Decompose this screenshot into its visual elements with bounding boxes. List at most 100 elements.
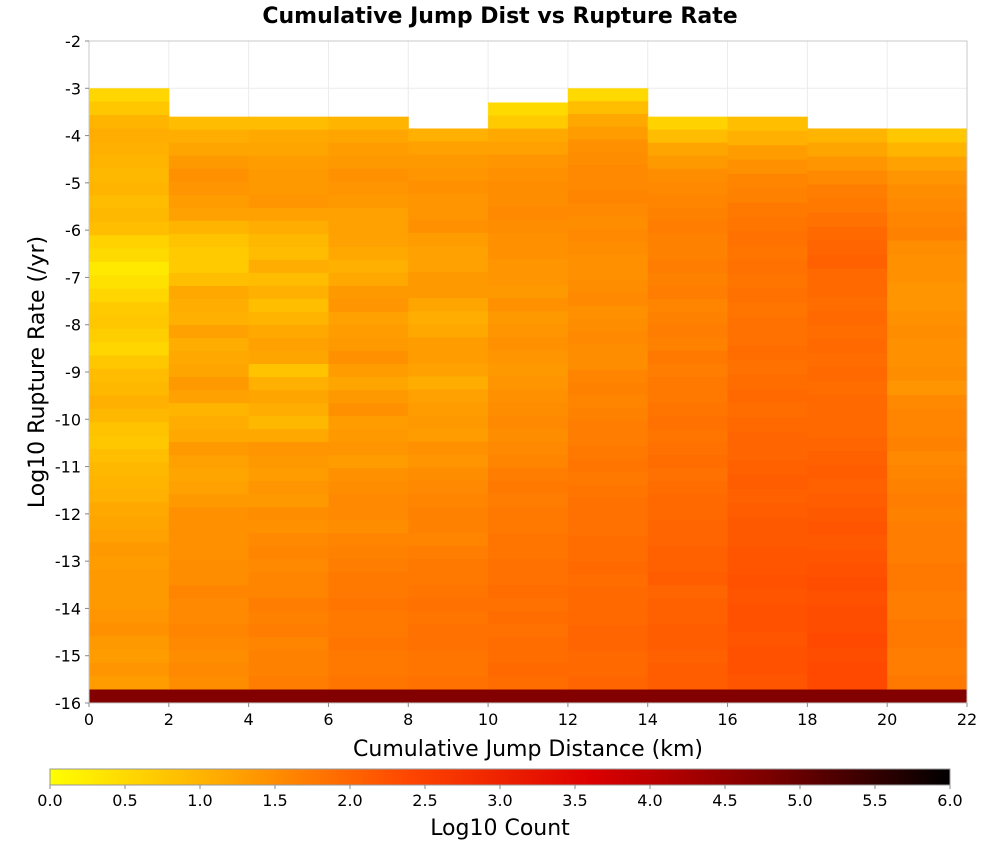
heatmap-cell: [727, 188, 808, 204]
y-tick-label: -9: [65, 363, 81, 382]
heatmap-cell: [647, 285, 729, 300]
heatmap-cell: [567, 101, 649, 115]
heatmap-cell: [488, 611, 569, 625]
heatmap-cell: [328, 676, 409, 690]
heatmap-cell: [488, 585, 569, 599]
heatmap-cell: [807, 226, 888, 242]
heatmap-cell: [887, 408, 968, 424]
heatmap-cell: [488, 650, 569, 664]
heatmap-cell: [567, 241, 649, 256]
heatmap-cell: [89, 115, 170, 129]
heatmap-cell: [807, 465, 888, 480]
heatmap-cell: [647, 624, 729, 638]
heatmap-cell: [89, 88, 170, 103]
heatmap-cell: [408, 376, 489, 390]
heatmap-cell: [488, 350, 569, 364]
heatmap-cell: [89, 235, 170, 250]
heatmap-cell: [807, 633, 888, 648]
chart-title: Cumulative Jump Dist vs Rupture Rate: [262, 4, 737, 29]
heatmap-cell: [328, 220, 409, 235]
heatmap-cell: [328, 559, 409, 573]
heatmap-cell: [727, 159, 808, 175]
heatmap-cell: [567, 625, 649, 639]
heatmap-cell: [567, 676, 649, 690]
heatmap-cell: [89, 275, 170, 290]
heatmap-cell: [488, 337, 569, 351]
heatmap-cell: [727, 145, 808, 161]
heatmap-cell: [89, 288, 170, 303]
heatmap-cell: [328, 468, 409, 482]
heatmap-cell: [328, 598, 409, 612]
heatmap-cell: [727, 560, 808, 576]
heatmap-cell: [408, 637, 489, 651]
heatmap-cell: [89, 502, 170, 517]
heatmap-cell: [567, 651, 649, 665]
heatmap-cell: [488, 193, 569, 208]
heatmap-cell: [488, 363, 569, 377]
heatmap-cell: [727, 288, 808, 304]
heatmap-cell: [647, 637, 729, 651]
heatmap-cell: [328, 377, 409, 391]
heatmap-cell: [887, 240, 968, 256]
heatmap-cell: [408, 206, 489, 221]
heatmap-cell: [488, 441, 569, 456]
heatmap-cell: [248, 676, 329, 690]
heatmap-cell: [488, 219, 569, 234]
heatmap-cell: [488, 298, 569, 312]
heatmap-cell: [488, 154, 569, 169]
heatmap-cell: [408, 545, 489, 560]
heatmap-cell: [328, 585, 409, 599]
heatmap-cell: [647, 298, 729, 313]
heatmap-cell: [168, 442, 250, 456]
heatmap-cell: [807, 184, 888, 200]
heatmap-cell: [807, 451, 888, 466]
heatmap-cell: [647, 272, 729, 287]
heatmap-cell: [887, 479, 968, 494]
heatmap-cell: [567, 152, 649, 166]
heatmap-cell: [647, 350, 729, 365]
heatmap-cell: [248, 546, 329, 560]
heatmap-cell: [887, 605, 968, 620]
colorbar-tick-label: 6.0: [937, 791, 962, 810]
heatmap-cell: [328, 520, 409, 534]
heatmap-cell: [89, 515, 170, 530]
heatmap-cell: [727, 546, 808, 562]
heatmap-cell: [328, 572, 409, 586]
heatmap-cell: [488, 559, 569, 573]
heatmap-cell: [248, 246, 329, 261]
heatmap-cell: [647, 116, 729, 131]
heatmap-cell: [248, 585, 329, 599]
heatmap-cell: [168, 246, 250, 261]
heatmap-cell: [887, 156, 968, 172]
heatmap-cell: [807, 240, 888, 256]
heatmap-cell: [567, 254, 649, 268]
heatmap-cell: [887, 170, 968, 186]
heatmap-cell: [488, 493, 569, 508]
x-tick-label: 10: [478, 710, 498, 729]
heatmap-cell: [727, 474, 808, 490]
heatmap-cell: [89, 195, 170, 210]
heatmap-cell: [408, 350, 489, 364]
heatmap-cell: [89, 649, 170, 664]
heatmap-cell: [89, 622, 170, 637]
heatmap-cell: [807, 142, 888, 158]
heatmap-cell: [488, 311, 569, 325]
y-axis-ticks: -2 -3 -4 -5 -6 -7 -8 -9 -10 -11 -12 -13 -14 -15 -16: [55, 32, 89, 713]
heatmap-cell: [647, 220, 729, 235]
heatmap-cell: [887, 549, 968, 564]
heatmap-cell: [887, 437, 968, 452]
heatmap-cell: [168, 350, 250, 365]
heatmap-cell: [168, 142, 250, 157]
heatmap-cell: [647, 546, 729, 560]
colorbar-tick-label: 0.0: [37, 791, 62, 810]
heatmap-cell: [727, 632, 808, 648]
heatmap-cell: [408, 258, 489, 273]
heatmap-cell: [647, 311, 729, 326]
heatmap-cell: [248, 259, 329, 274]
heatmap-cell: [887, 380, 968, 396]
heatmap-cell: [248, 494, 329, 508]
heatmap-cell: [488, 415, 569, 430]
heatmap-cell: [488, 389, 569, 404]
heatmap-cell: [89, 449, 170, 463]
heatmap-cell: [647, 481, 729, 495]
